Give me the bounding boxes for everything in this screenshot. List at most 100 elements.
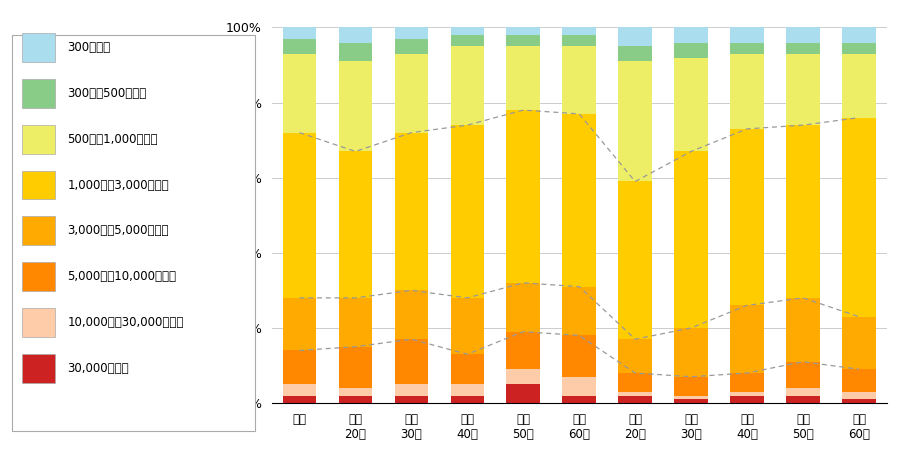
Bar: [282, 133, 316, 298]
Bar: [562, 27, 596, 35]
Bar: [843, 392, 876, 399]
Bar: [786, 27, 820, 43]
Bar: [618, 339, 652, 373]
Bar: [562, 396, 596, 403]
Text: 30,000円以上: 30,000円以上: [67, 362, 129, 375]
Bar: [507, 369, 540, 384]
Bar: [451, 125, 484, 298]
Bar: [338, 152, 372, 298]
Bar: [562, 35, 596, 46]
Bar: [395, 54, 428, 133]
Bar: [674, 399, 708, 403]
Bar: [395, 396, 428, 403]
Bar: [562, 377, 596, 396]
Bar: [618, 27, 652, 46]
Bar: [674, 377, 708, 396]
Bar: [451, 27, 484, 35]
Bar: [674, 152, 708, 328]
Bar: [451, 396, 484, 403]
Bar: [282, 384, 316, 396]
Bar: [507, 283, 540, 332]
FancyBboxPatch shape: [22, 354, 54, 382]
Bar: [674, 396, 708, 399]
Bar: [618, 46, 652, 61]
Bar: [730, 54, 764, 129]
Bar: [395, 290, 428, 339]
Bar: [843, 118, 876, 316]
Bar: [395, 133, 428, 290]
Text: 300円未満: 300円未満: [67, 41, 110, 54]
Bar: [843, 43, 876, 54]
Bar: [451, 46, 484, 125]
Bar: [786, 54, 820, 125]
Bar: [786, 362, 820, 388]
Bar: [338, 298, 372, 347]
Bar: [843, 54, 876, 118]
Bar: [786, 388, 820, 396]
Bar: [618, 181, 652, 339]
Text: 1,000円〜3,000円未満: 1,000円〜3,000円未満: [67, 179, 169, 191]
Bar: [618, 373, 652, 392]
Text: 500円〜1,000円未満: 500円〜1,000円未満: [67, 133, 157, 146]
Bar: [730, 396, 764, 403]
Bar: [395, 384, 428, 396]
Bar: [395, 39, 428, 54]
Bar: [674, 328, 708, 377]
FancyBboxPatch shape: [12, 35, 255, 431]
FancyBboxPatch shape: [22, 171, 54, 200]
Bar: [562, 46, 596, 114]
FancyBboxPatch shape: [22, 79, 54, 108]
Bar: [674, 58, 708, 152]
Text: 3,000円〜5,000円未満: 3,000円〜5,000円未満: [67, 224, 169, 237]
Bar: [618, 61, 652, 181]
Bar: [674, 27, 708, 43]
Bar: [730, 392, 764, 396]
FancyBboxPatch shape: [22, 217, 54, 245]
Bar: [730, 43, 764, 54]
Bar: [507, 27, 540, 35]
Bar: [843, 369, 876, 392]
Bar: [395, 339, 428, 384]
Bar: [730, 27, 764, 43]
Bar: [338, 43, 372, 61]
Bar: [507, 332, 540, 369]
Bar: [338, 61, 372, 152]
Bar: [451, 35, 484, 46]
Bar: [843, 27, 876, 43]
FancyBboxPatch shape: [22, 308, 54, 337]
Bar: [562, 287, 596, 335]
Bar: [843, 399, 876, 403]
Bar: [843, 316, 876, 369]
Bar: [786, 396, 820, 403]
Bar: [451, 384, 484, 396]
Bar: [507, 46, 540, 110]
Bar: [451, 354, 484, 384]
FancyBboxPatch shape: [22, 33, 54, 62]
Bar: [730, 129, 764, 305]
Text: 300円〜500円未満: 300円〜500円未満: [67, 87, 147, 100]
Bar: [786, 43, 820, 54]
Bar: [730, 305, 764, 373]
Bar: [786, 298, 820, 362]
Bar: [507, 384, 540, 403]
FancyBboxPatch shape: [22, 262, 54, 291]
Bar: [451, 298, 484, 354]
Bar: [282, 396, 316, 403]
Bar: [618, 396, 652, 403]
FancyBboxPatch shape: [22, 125, 54, 154]
Bar: [562, 335, 596, 377]
Bar: [338, 27, 372, 43]
Bar: [786, 125, 820, 298]
Bar: [507, 110, 540, 283]
Bar: [338, 347, 372, 388]
Bar: [282, 298, 316, 350]
Bar: [282, 350, 316, 384]
Bar: [338, 396, 372, 403]
Bar: [282, 54, 316, 133]
Bar: [395, 27, 428, 39]
Bar: [730, 373, 764, 392]
Bar: [282, 39, 316, 54]
Bar: [562, 114, 596, 287]
Bar: [674, 43, 708, 58]
Bar: [507, 35, 540, 46]
